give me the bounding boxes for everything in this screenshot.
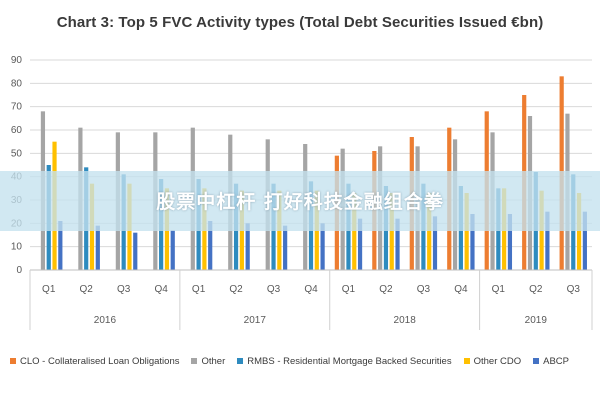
legend-swatch xyxy=(533,358,540,364)
bar xyxy=(470,214,475,270)
x-tick-label: Q2 xyxy=(529,284,543,295)
bar xyxy=(283,225,288,270)
bar xyxy=(389,193,394,270)
legend-item: Other CDO xyxy=(463,355,522,367)
x-tick-label: Q4 xyxy=(454,284,468,295)
x-tick-label: Q1 xyxy=(42,284,56,295)
bar xyxy=(464,193,469,270)
bar xyxy=(427,193,432,270)
bar xyxy=(58,221,63,270)
x-tick-label: Q3 xyxy=(567,284,581,295)
bar xyxy=(133,232,138,270)
legend-swatch xyxy=(10,358,16,364)
legend-label: Other xyxy=(201,355,226,367)
bar xyxy=(576,193,582,270)
legend-swatch xyxy=(237,358,244,364)
bar xyxy=(320,223,325,270)
bar xyxy=(432,216,438,270)
y-tick-label: 70 xyxy=(11,102,23,113)
bar xyxy=(582,211,587,270)
bar xyxy=(245,223,250,270)
y-tick-label: 0 xyxy=(16,265,22,276)
legend-swatch xyxy=(191,358,198,364)
bar xyxy=(545,211,550,270)
bar xyxy=(507,214,513,270)
overlay-banner xyxy=(0,171,600,231)
bar xyxy=(395,218,400,270)
x-tick-label: Q1 xyxy=(492,284,506,295)
x-tick-label: Q2 xyxy=(80,284,94,295)
y-tick-label: 50 xyxy=(11,148,23,159)
x-tick-label: Q3 xyxy=(117,284,131,295)
x-tick-label: Q2 xyxy=(229,284,243,295)
x-tick-label: Q3 xyxy=(417,284,431,295)
legend-label: ABCP xyxy=(543,355,569,367)
y-tick-label: 60 xyxy=(11,125,23,136)
y-tick-label: 80 xyxy=(11,78,23,89)
x-tick-label: Q1 xyxy=(192,284,206,295)
legend-label: Other CDO xyxy=(473,355,522,367)
legend-label: RMBS - Residential Mortgage Backed Secur… xyxy=(247,355,452,367)
chart-title: Chart 3: Top 5 FVC Activity types (Total… xyxy=(56,14,544,31)
legend-item: CLO - Collateralised Loan Obligations xyxy=(10,356,179,367)
overlay-banner-text: 股票中杠杆 打好科技金融组合拳 xyxy=(156,191,444,213)
x-tick-label: Q2 xyxy=(379,284,393,295)
bar xyxy=(170,230,175,270)
chart-legend: CLO - Collateralised Loan Obligations Oth… xyxy=(10,353,595,369)
y-tick-label: 90 xyxy=(11,55,23,66)
legend-item: ABCP xyxy=(533,356,569,367)
x-tick-label: Q4 xyxy=(304,284,318,295)
x-group-label: 2016 xyxy=(94,315,117,326)
x-group-label: 2019 xyxy=(525,315,548,326)
bar xyxy=(357,218,363,270)
bar xyxy=(352,193,357,270)
x-group-label: 2018 xyxy=(394,315,417,326)
legend-swatch xyxy=(463,358,470,364)
bar xyxy=(95,225,100,270)
x-group-label: 2017 xyxy=(244,315,267,326)
x-tick-label: Q3 xyxy=(267,284,281,295)
legend-label: CLO - Collateralised Loan Obligations xyxy=(20,355,180,367)
bar xyxy=(208,221,213,270)
x-tick-label: Q1 xyxy=(342,284,356,295)
y-tick-label: 10 xyxy=(11,242,23,253)
legend-item: Other xyxy=(191,356,225,367)
legend-item: RMBS - Residential Mortgage Backed Secur… xyxy=(237,355,452,367)
x-tick-label: Q4 xyxy=(154,284,168,295)
